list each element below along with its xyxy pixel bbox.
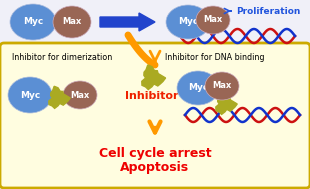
Polygon shape xyxy=(142,65,166,90)
Ellipse shape xyxy=(177,71,219,105)
Text: Myc: Myc xyxy=(20,91,40,99)
Text: Proliferation: Proliferation xyxy=(236,6,300,15)
Text: Max: Max xyxy=(212,81,232,91)
Text: Inhibitor for DNA binding: Inhibitor for DNA binding xyxy=(165,53,264,61)
Text: Max: Max xyxy=(62,18,82,26)
Text: Inhibitor for dimerization: Inhibitor for dimerization xyxy=(12,53,112,61)
Text: Myc: Myc xyxy=(23,18,43,26)
Text: Apoptosis: Apoptosis xyxy=(121,161,189,174)
Ellipse shape xyxy=(63,81,97,109)
Text: Max: Max xyxy=(70,91,90,99)
FancyBboxPatch shape xyxy=(0,43,310,188)
Text: Inhibitor: Inhibitor xyxy=(125,91,179,101)
Polygon shape xyxy=(49,86,70,108)
Text: Myc: Myc xyxy=(188,84,208,92)
Text: Max: Max xyxy=(203,15,223,25)
Ellipse shape xyxy=(205,72,239,100)
Text: Myc: Myc xyxy=(178,18,198,26)
Ellipse shape xyxy=(8,77,52,113)
Ellipse shape xyxy=(196,6,230,34)
FancyArrow shape xyxy=(100,13,155,31)
Polygon shape xyxy=(216,92,237,114)
Ellipse shape xyxy=(53,6,91,38)
Ellipse shape xyxy=(166,5,210,39)
Text: Cell cycle arrest: Cell cycle arrest xyxy=(99,146,211,160)
Ellipse shape xyxy=(10,4,56,40)
